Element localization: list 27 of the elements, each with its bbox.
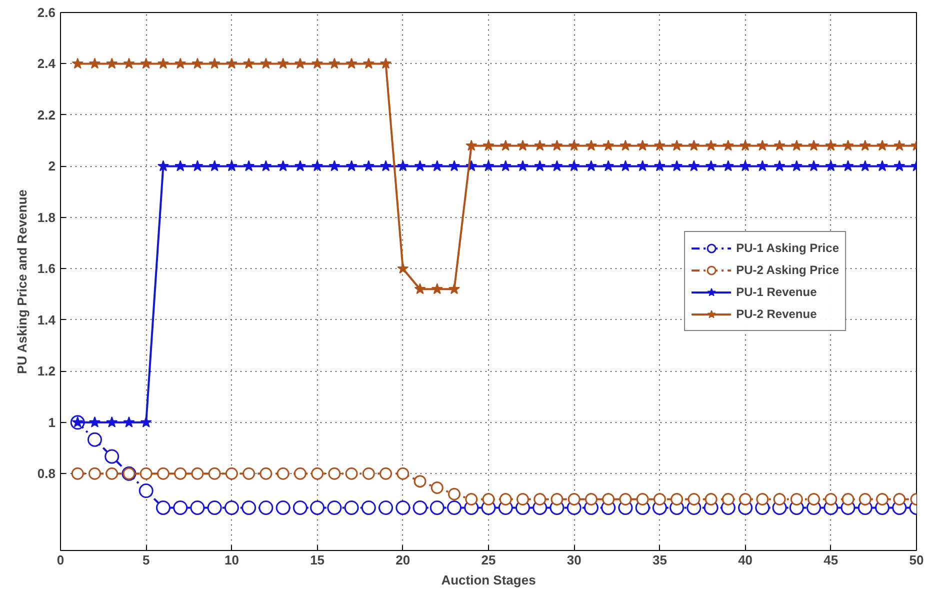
y-tick-label: 1.2 [37,364,56,379]
x-axis-title: Auction Stages [441,572,536,588]
legend-label: PU-1 Revenue [736,285,817,299]
y-tick-label: 0.8 [37,466,56,482]
x-tick-label: 10 [224,552,239,568]
x-tick-label: 25 [481,552,496,568]
y-tick-label: 2.4 [37,56,56,72]
x-tick-label: 35 [652,552,667,568]
x-tick-label: 15 [310,552,325,568]
y-tick-label: 1 [48,414,56,430]
y-tick-label: 1.4 [37,312,56,328]
y-tick-label: 2.6 [37,5,56,20]
y-tick-label: 2.2 [37,107,56,122]
y-axis-title: PU Asking Price and Revenue [14,189,30,374]
legend-label: PU-2 Revenue [736,307,817,321]
y-tick-label: 1.8 [37,210,56,225]
y-tick-label: 1.6 [37,261,56,276]
x-tick-label: 0 [56,552,64,568]
x-tick-label: 20 [396,552,410,568]
legend-label: PU-1 Asking Price [736,241,839,255]
y-tick-label: 2 [48,158,56,174]
x-tick-label: 5 [142,552,150,568]
x-tick-label: 50 [909,552,924,568]
legend-label: PU-2 Asking Price [736,263,839,277]
x-tick-label: 45 [824,552,838,568]
x-tick-label: 40 [738,552,753,568]
x-tick-label: 30 [566,552,582,568]
